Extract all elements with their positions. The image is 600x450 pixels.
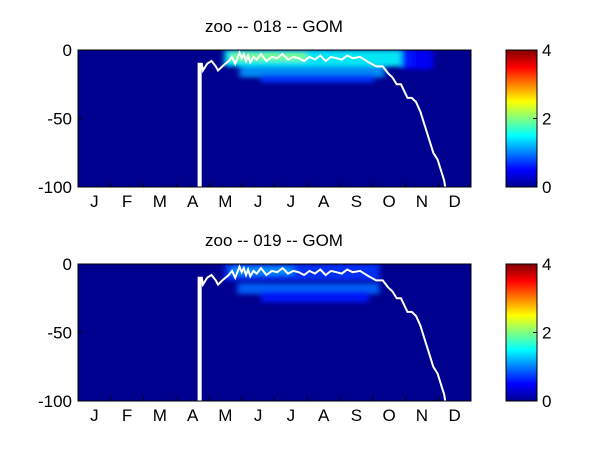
plot-frame bbox=[77, 263, 472, 402]
x-tick-label: J bbox=[287, 192, 296, 211]
y-axis-ticks: 0 -50 -100 bbox=[38, 255, 82, 411]
heat-patch bbox=[261, 291, 369, 303]
heat-patch bbox=[401, 50, 434, 70]
x-tick-label: J bbox=[90, 192, 99, 211]
x-tick-label: J bbox=[254, 192, 263, 211]
x-tick-label: F bbox=[122, 406, 132, 425]
x-tick-label: F bbox=[122, 192, 132, 211]
x-tick-label: J bbox=[90, 406, 99, 425]
x-tick-label: M bbox=[153, 192, 167, 211]
colorbar-ticks: 0 2 4 bbox=[533, 41, 551, 197]
colorbar-ticks: 0 2 4 bbox=[533, 255, 551, 411]
x-tick-label: A bbox=[318, 406, 330, 425]
y-tick-label: 0 bbox=[63, 255, 72, 274]
x-tick-label: J bbox=[254, 406, 263, 425]
y-tick-label: -100 bbox=[38, 178, 72, 197]
x-tick-label: A bbox=[318, 192, 330, 211]
y-tick-label: -50 bbox=[47, 324, 72, 343]
x-tick-label: M bbox=[218, 192, 232, 211]
x-tick-label: O bbox=[383, 406, 396, 425]
chart-title: zoo -- 018 -- GOM bbox=[205, 17, 343, 36]
x-tick-label: N bbox=[416, 192, 428, 211]
heat-patches bbox=[224, 50, 434, 83]
colorbar-tick-label: 4 bbox=[542, 255, 551, 274]
x-tick-label: D bbox=[448, 406, 460, 425]
heat-patch bbox=[230, 52, 307, 61]
x-tick-label: A bbox=[187, 192, 199, 211]
colorbar-tick-label: 0 bbox=[542, 392, 551, 411]
x-tick-label: M bbox=[153, 406, 167, 425]
x-tick-label: S bbox=[351, 406, 362, 425]
y-tick-label: 0 bbox=[63, 41, 72, 60]
colorbar-tick-label: 4 bbox=[542, 41, 551, 60]
y-tick-label: -100 bbox=[38, 392, 72, 411]
x-tick-label: M bbox=[218, 406, 232, 425]
x-tick-label: A bbox=[187, 406, 199, 425]
colorbar: 0 2 4 bbox=[505, 41, 551, 197]
colorbar-gradient bbox=[505, 263, 538, 402]
x-tick-label: J bbox=[287, 406, 296, 425]
colorbar-tick-label: 0 bbox=[542, 178, 551, 197]
colorbar: 0 2 4 bbox=[505, 255, 551, 411]
y-tick-label: -50 bbox=[47, 110, 72, 129]
colorbar-gradient bbox=[505, 49, 538, 188]
chart-title: zoo -- 019 -- GOM bbox=[205, 231, 343, 250]
colorbar-tick-label: 2 bbox=[542, 324, 551, 343]
heat-patch bbox=[239, 66, 385, 78]
heat-patch bbox=[261, 74, 375, 83]
mixed-layer-depth-line bbox=[197, 264, 447, 401]
y-axis-ticks: 0 -50 -100 bbox=[38, 41, 82, 197]
x-tick-label: S bbox=[351, 192, 362, 211]
heat-patch bbox=[237, 283, 380, 295]
x-tick-label: O bbox=[383, 192, 396, 211]
x-tick-label: N bbox=[416, 406, 428, 425]
x-tick-label: D bbox=[448, 192, 460, 211]
mixed-layer-depth-line bbox=[197, 50, 447, 187]
plot-frame bbox=[77, 49, 472, 188]
colorbar-tick-label: 2 bbox=[542, 110, 551, 129]
